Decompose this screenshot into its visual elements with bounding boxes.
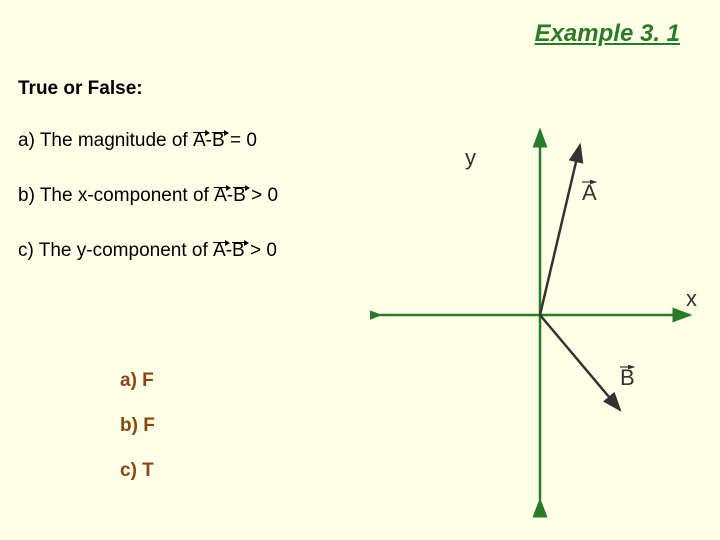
svg-text:B: B (620, 365, 635, 390)
svg-text:A: A (582, 180, 597, 205)
question-b: b) The x-component of A-B > 0 (18, 185, 278, 207)
qa-prefix: a) The magnitude of (18, 130, 193, 151)
vector-b (540, 315, 620, 410)
vec-a2: B (212, 130, 225, 152)
question-c: c) The y-component of A-B > 0 (18, 240, 277, 262)
vec-b2: B (233, 185, 246, 207)
qb-suffix: > 0 (246, 185, 278, 206)
qc-suffix: > 0 (245, 240, 277, 261)
vec-b1: A (214, 185, 227, 207)
qc-prefix: c) The y-component of (18, 240, 213, 261)
vector-b-label: B (620, 365, 635, 390)
vector-a (540, 145, 580, 315)
question-a: a) The magnitude of A-B = 0 (18, 130, 257, 152)
vec-c1: A (213, 240, 226, 262)
answer-b: b) F (120, 415, 155, 437)
x-axis-label: x (686, 286, 697, 311)
question-prompt: True or False: (18, 78, 143, 100)
y-axis-label: y (465, 145, 476, 170)
qa-suffix: = 0 (225, 130, 257, 151)
vector-diagram: y x A B (370, 120, 710, 520)
qb-prefix: b) The x-component of (18, 185, 214, 206)
answer-a: a) F (120, 370, 154, 392)
vec-c2: B (232, 240, 245, 262)
vec-a1: A (193, 130, 206, 152)
answer-c: c) T (120, 460, 154, 482)
example-title: Example 3. 1 (535, 20, 680, 48)
vector-a-label: A (582, 180, 597, 205)
